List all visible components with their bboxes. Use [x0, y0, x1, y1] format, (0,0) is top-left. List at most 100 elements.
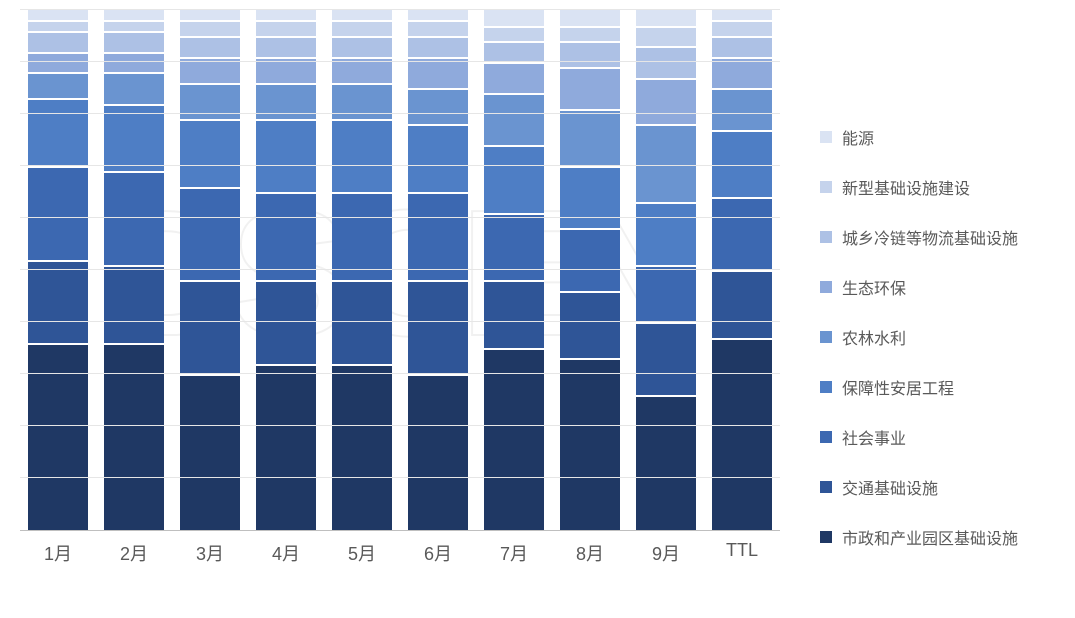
segment	[332, 364, 392, 530]
x-label: 7月	[484, 540, 544, 566]
segment	[332, 20, 392, 36]
segment	[28, 10, 88, 20]
segment	[636, 26, 696, 47]
legend: 能源新型基础设施建设城乡冷链等物流基础设施生态环保农林水利保障性安居工程社会事业…	[820, 125, 1018, 575]
gridline	[20, 321, 780, 322]
segment	[484, 145, 544, 213]
legend-label: 市政和产业园区基础设施	[842, 525, 1018, 549]
segment	[712, 270, 772, 338]
segment	[256, 364, 316, 530]
segment	[560, 41, 620, 67]
gridline	[20, 269, 780, 270]
segment	[104, 31, 164, 52]
segment	[408, 88, 468, 124]
segment	[28, 260, 88, 343]
gridline	[20, 9, 780, 10]
segment	[560, 291, 620, 359]
segment	[712, 88, 772, 130]
legend-swatch	[820, 181, 832, 193]
x-label: 6月	[408, 540, 468, 566]
segment	[180, 20, 240, 36]
segment	[256, 36, 316, 57]
segment	[560, 67, 620, 109]
segment	[180, 36, 240, 57]
segment	[256, 280, 316, 363]
segment	[180, 10, 240, 20]
x-axis-labels: 1月2月3月4月5月6月7月8月9月TTL	[20, 540, 780, 566]
legend-label: 新型基础设施建设	[842, 175, 970, 199]
x-label: 2月	[104, 540, 164, 566]
segment	[180, 280, 240, 374]
segment	[712, 338, 772, 530]
bar-1月	[28, 10, 88, 530]
segment	[484, 10, 544, 26]
segment	[712, 197, 772, 270]
bars-container	[20, 10, 780, 530]
segment	[484, 41, 544, 62]
segment	[712, 10, 772, 20]
segment	[408, 20, 468, 36]
segment	[484, 62, 544, 93]
segment	[104, 20, 164, 30]
segment	[104, 171, 164, 265]
legend-swatch	[820, 231, 832, 243]
segment	[636, 10, 696, 26]
bar-5月	[332, 10, 392, 530]
legend-label: 社会事业	[842, 425, 906, 449]
stacked-bar-chart: 1月2月3月4月5月6月7月8月9月TTL	[20, 10, 780, 570]
x-label: 4月	[256, 540, 316, 566]
legend-item: 新型基础设施建设	[820, 175, 1018, 199]
legend-swatch	[820, 331, 832, 343]
legend-item: 生态环保	[820, 275, 1018, 299]
legend-label: 生态环保	[842, 275, 906, 299]
segment	[636, 124, 696, 202]
segment	[180, 119, 240, 187]
segment	[636, 322, 696, 395]
segment	[28, 98, 88, 166]
segment	[28, 72, 88, 98]
segment	[636, 265, 696, 322]
segment	[712, 130, 772, 198]
segment	[104, 72, 164, 103]
bar-2月	[104, 10, 164, 530]
bar-9月	[636, 10, 696, 530]
plot-area	[20, 10, 780, 531]
segment	[180, 374, 240, 530]
segment	[332, 192, 392, 280]
segment	[104, 343, 164, 530]
segment	[104, 52, 164, 73]
legend-label: 保障性安居工程	[842, 375, 954, 399]
segment	[332, 119, 392, 192]
segment	[560, 10, 620, 26]
segment	[408, 10, 468, 20]
legend-swatch	[820, 131, 832, 143]
x-label: 9月	[636, 540, 696, 566]
segment	[408, 280, 468, 374]
legend-item: 保障性安居工程	[820, 375, 1018, 399]
segment	[332, 280, 392, 363]
segment	[408, 374, 468, 530]
gridline	[20, 113, 780, 114]
segment	[408, 192, 468, 280]
segment	[560, 26, 620, 42]
legend-item: 交通基础设施	[820, 475, 1018, 499]
segment	[408, 124, 468, 192]
bar-8月	[560, 10, 620, 530]
legend-item: 能源	[820, 125, 1018, 149]
gridline	[20, 61, 780, 62]
x-label: 5月	[332, 540, 392, 566]
segment	[256, 10, 316, 20]
legend-swatch	[820, 481, 832, 493]
segment	[28, 31, 88, 52]
segment	[484, 348, 544, 530]
segment	[712, 20, 772, 36]
segment	[636, 202, 696, 264]
gridline	[20, 477, 780, 478]
bar-3月	[180, 10, 240, 530]
segment	[560, 228, 620, 290]
segment	[636, 395, 696, 530]
legend-swatch	[820, 431, 832, 443]
segment	[256, 20, 316, 36]
segment	[484, 93, 544, 145]
legend-label: 交通基础设施	[842, 475, 938, 499]
